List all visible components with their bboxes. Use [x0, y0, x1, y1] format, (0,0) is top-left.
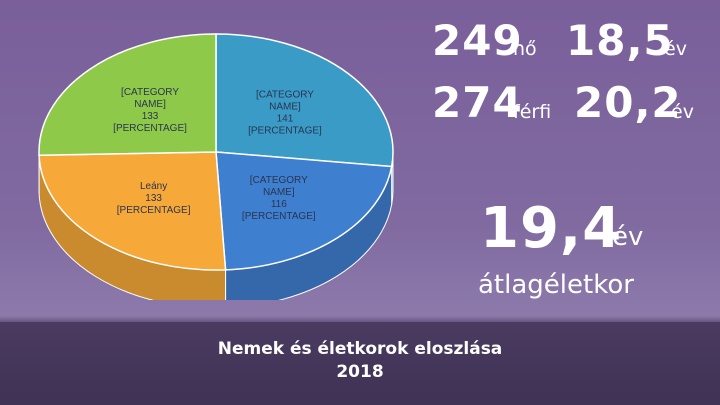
pie-chart-svg: [CATEGORY NAME] 141 [PERCENTAGE] [CATEGORY NA… [38, 33, 394, 309]
pie-slice-label-2: Leány 133 [PERCENTAGE] [117, 181, 191, 216]
avg-age-label: átlagéletkor [478, 270, 634, 300]
avg-age: 19,4 [480, 196, 623, 261]
pie-slice-2 [38, 151, 227, 271]
footer-title-line2: 2018 [336, 362, 384, 382]
pie-chart: [CATEGORY NAME] 141 [PERCENTAGE] [CATEGORY NA… [0, 0, 420, 309]
male-count: 274 [432, 78, 523, 127]
pie-slice-3 [38, 33, 217, 156]
footer-band [0, 322, 720, 405]
pie-slice-label-1: [CATEGORY NAME] 116 [PERCENTAGE] [242, 175, 316, 222]
female-age-unit: év [664, 38, 687, 60]
avg-age-unit: év [612, 222, 644, 252]
pie-slice-label-3: [CATEGORY NAME] 133 [PERCENTAGE] [113, 87, 187, 134]
male-age: 20,2 [574, 78, 682, 127]
footer-title-line1: Nemek és életkorok eloszlása [217, 339, 503, 359]
pie-slice-label-0: [CATEGORY NAME] 141 [PERCENTAGE] [248, 89, 322, 136]
pie-slice-1 [215, 151, 393, 271]
female-count: 249 [432, 16, 523, 65]
female-age: 18,5 [566, 16, 674, 65]
male-age-unit: év [671, 101, 694, 123]
female-label: nő [513, 38, 537, 60]
male-label: férfi [513, 101, 552, 123]
pie-slice-0 [215, 33, 394, 168]
footer-title: Nemek és életkorok eloszlása 2018 [0, 338, 720, 384]
